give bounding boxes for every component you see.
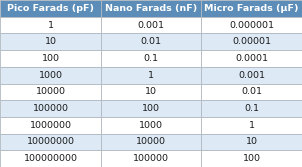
Bar	[0, 100, 101, 117]
Text: 1000000: 1000000	[30, 121, 72, 130]
Text: 1: 1	[148, 71, 154, 80]
Bar	[201, 17, 302, 33]
Bar	[0, 84, 101, 100]
Bar	[101, 0, 201, 17]
Text: 0.1: 0.1	[144, 54, 159, 63]
Text: 10: 10	[246, 137, 258, 146]
Text: 1: 1	[249, 121, 255, 130]
Bar	[201, 50, 302, 67]
Text: 100000: 100000	[33, 104, 69, 113]
Bar	[201, 117, 302, 134]
Text: 1000: 1000	[139, 121, 163, 130]
Text: Pico Farads (pF): Pico Farads (pF)	[7, 4, 94, 13]
Bar	[201, 134, 302, 150]
Text: 0.00001: 0.00001	[232, 37, 271, 46]
Bar	[201, 84, 302, 100]
Bar	[101, 84, 201, 100]
Bar	[0, 33, 101, 50]
Bar	[201, 0, 302, 17]
Text: 100000: 100000	[133, 154, 169, 163]
Text: 10000000: 10000000	[27, 137, 75, 146]
Text: 10: 10	[145, 87, 157, 96]
Bar	[101, 50, 201, 67]
Bar	[201, 67, 302, 84]
Text: 10000: 10000	[136, 137, 166, 146]
Text: Micro Farads (μF): Micro Farads (μF)	[204, 4, 299, 13]
Bar	[0, 150, 101, 167]
Text: 0.001: 0.001	[238, 71, 265, 80]
Bar	[101, 17, 201, 33]
Text: 100: 100	[243, 154, 261, 163]
Bar	[0, 134, 101, 150]
Text: 1: 1	[48, 21, 53, 30]
Text: 1000: 1000	[39, 71, 63, 80]
Bar	[101, 134, 201, 150]
Text: 10000: 10000	[36, 87, 66, 96]
Text: 0.001: 0.001	[138, 21, 165, 30]
Bar	[101, 67, 201, 84]
Bar	[201, 150, 302, 167]
Text: 100: 100	[42, 54, 59, 63]
Bar	[0, 17, 101, 33]
Text: 0.1: 0.1	[244, 104, 259, 113]
Text: 0.01: 0.01	[241, 87, 262, 96]
Bar	[0, 50, 101, 67]
Text: 0.01: 0.01	[141, 37, 162, 46]
Text: 0.000001: 0.000001	[229, 21, 274, 30]
Bar	[101, 150, 201, 167]
Bar	[201, 100, 302, 117]
Bar	[101, 100, 201, 117]
Bar	[101, 117, 201, 134]
Bar	[0, 117, 101, 134]
Text: 0.0001: 0.0001	[235, 54, 268, 63]
Text: Nano Farads (nF): Nano Farads (nF)	[105, 4, 198, 13]
Bar	[0, 67, 101, 84]
Text: 100000000: 100000000	[24, 154, 78, 163]
Bar	[0, 0, 101, 17]
Text: 10: 10	[45, 37, 56, 46]
Bar	[101, 33, 201, 50]
Text: 100: 100	[142, 104, 160, 113]
Bar	[201, 33, 302, 50]
